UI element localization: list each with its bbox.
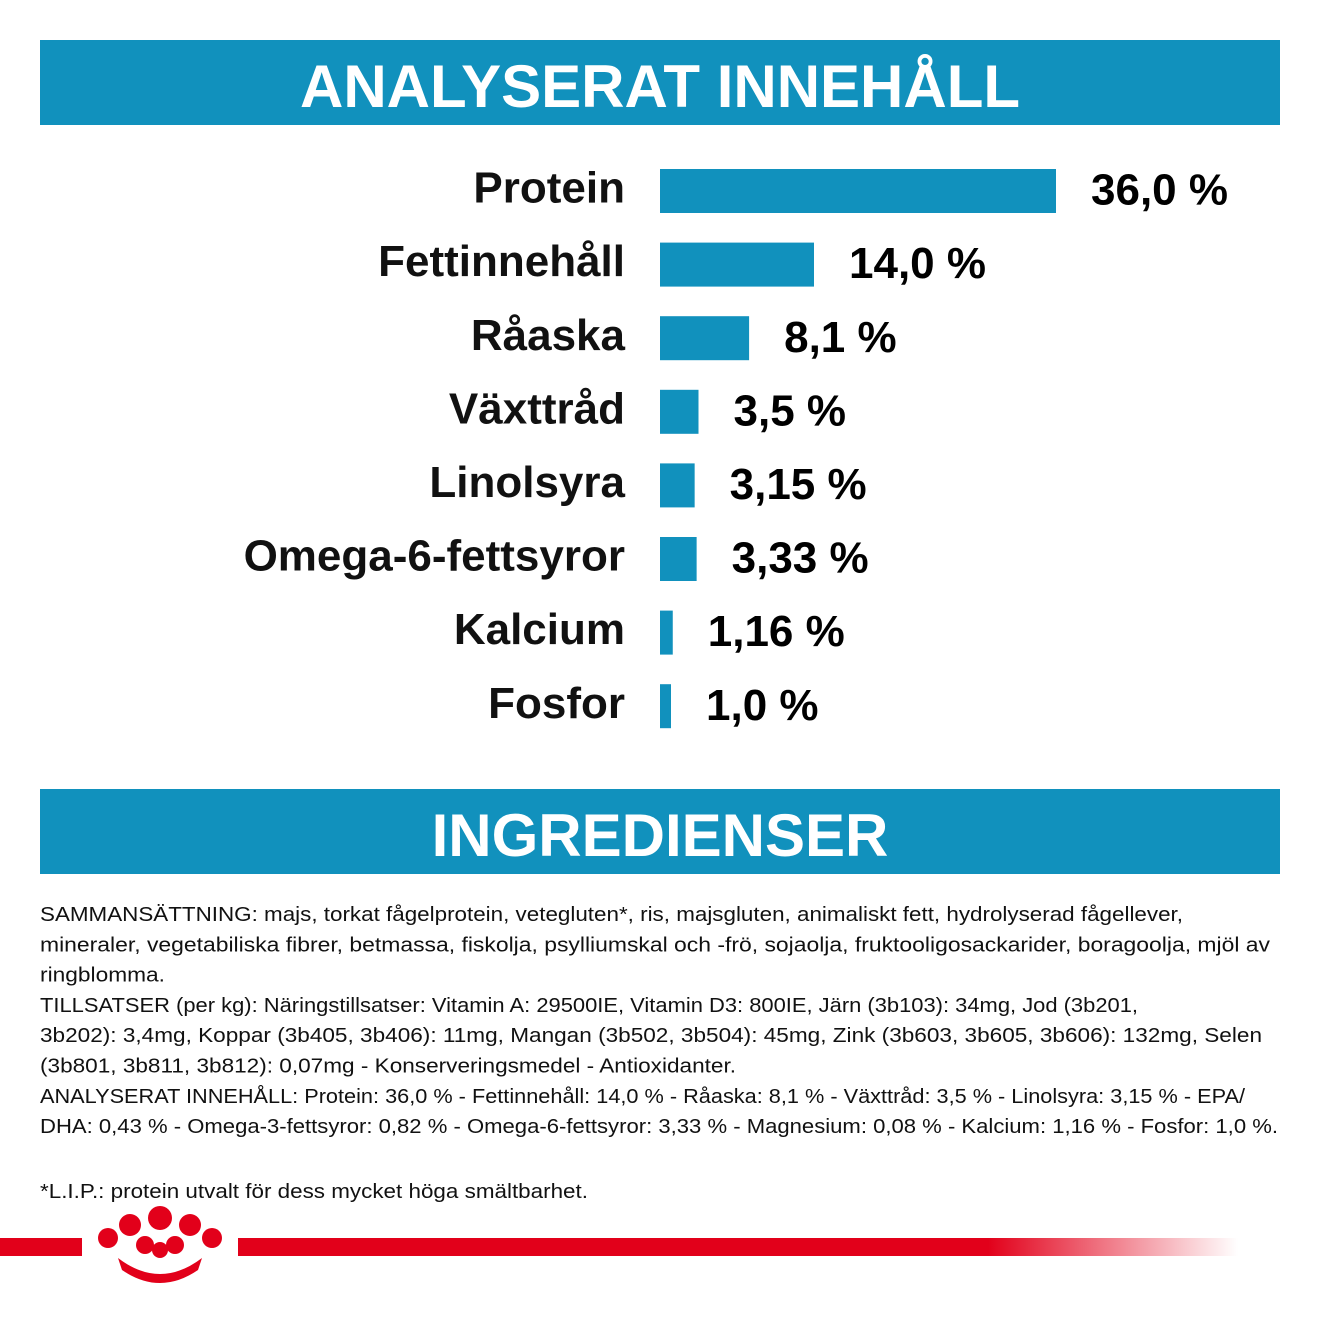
value-label: 3,15 % [730,460,867,509]
ingredients-line: 3b202): 3,4mg, Koppar (3b405, 3b406): 11… [40,1025,1262,1047]
category-label: Protein [473,164,625,213]
heading: ANALYSERAT INNEHÅLL [300,53,1020,120]
bar-chart: Protein 36,0 % Fettinnehåll 14,0 % Råaska 8,1… [244,164,1228,730]
ingredients-text: SAMMANSÄTTNING: majs, torkat fågelprotei… [40,904,1278,1138]
bar [660,463,695,508]
value-label: 3,33 % [732,534,869,583]
header-band [40,40,1280,125]
category-label: Fettinnehåll [378,237,625,286]
value-label: 1,16 % [708,607,845,656]
ingredients-line: mineraler, vegetabiliska fibrer, betmass… [40,934,1270,956]
ingredients-line: TILLSATSER (per kg): Näringstillsatser: … [40,995,1138,1017]
footnote: *L.I.P.: protein utvalt för dess mycket … [40,1181,588,1203]
category-label: Växttråd [449,384,625,433]
ingredients-line: ringblomma. [40,965,165,987]
bar [660,684,671,729]
ingredients-line: (3b801, 3b811, 3b812): 0,07mg - Konserve… [40,1056,736,1078]
bar [660,389,699,434]
brand-line [0,1238,82,1256]
crown-logo [98,1206,222,1283]
category-label: Kalcium [454,605,625,654]
ingredients-line: ANALYSERAT INNEHÅLL: Protein: 36,0 % - F… [40,1085,1245,1108]
brand-line [238,1238,1238,1256]
bar [660,242,814,287]
value-label: 14,0 % [849,239,986,288]
ingredients-title: INGREDIENSER [432,802,889,869]
bar [660,169,1056,213]
category-label: Fosfor [488,679,625,728]
bar [660,537,697,581]
category-label: Omega-6-fettsyror [244,532,625,581]
ingredients-line: DHA: 0,43 % - Omega-3-fettsyror: 0,82 % … [40,1116,1278,1138]
header-band [40,789,1280,874]
value-label: 1,0 % [706,681,819,730]
value-label: 3,5 % [734,386,847,435]
bar [660,610,673,655]
category-label: Linolsyra [429,458,625,507]
category-label: Råaska [471,311,626,360]
ingredients-line: SAMMANSÄTTNING: majs, torkat fågelprotei… [40,904,1183,926]
value-label: 8,1 % [784,313,897,362]
bar [660,316,750,361]
value-label: 36,0 % [1091,166,1228,215]
